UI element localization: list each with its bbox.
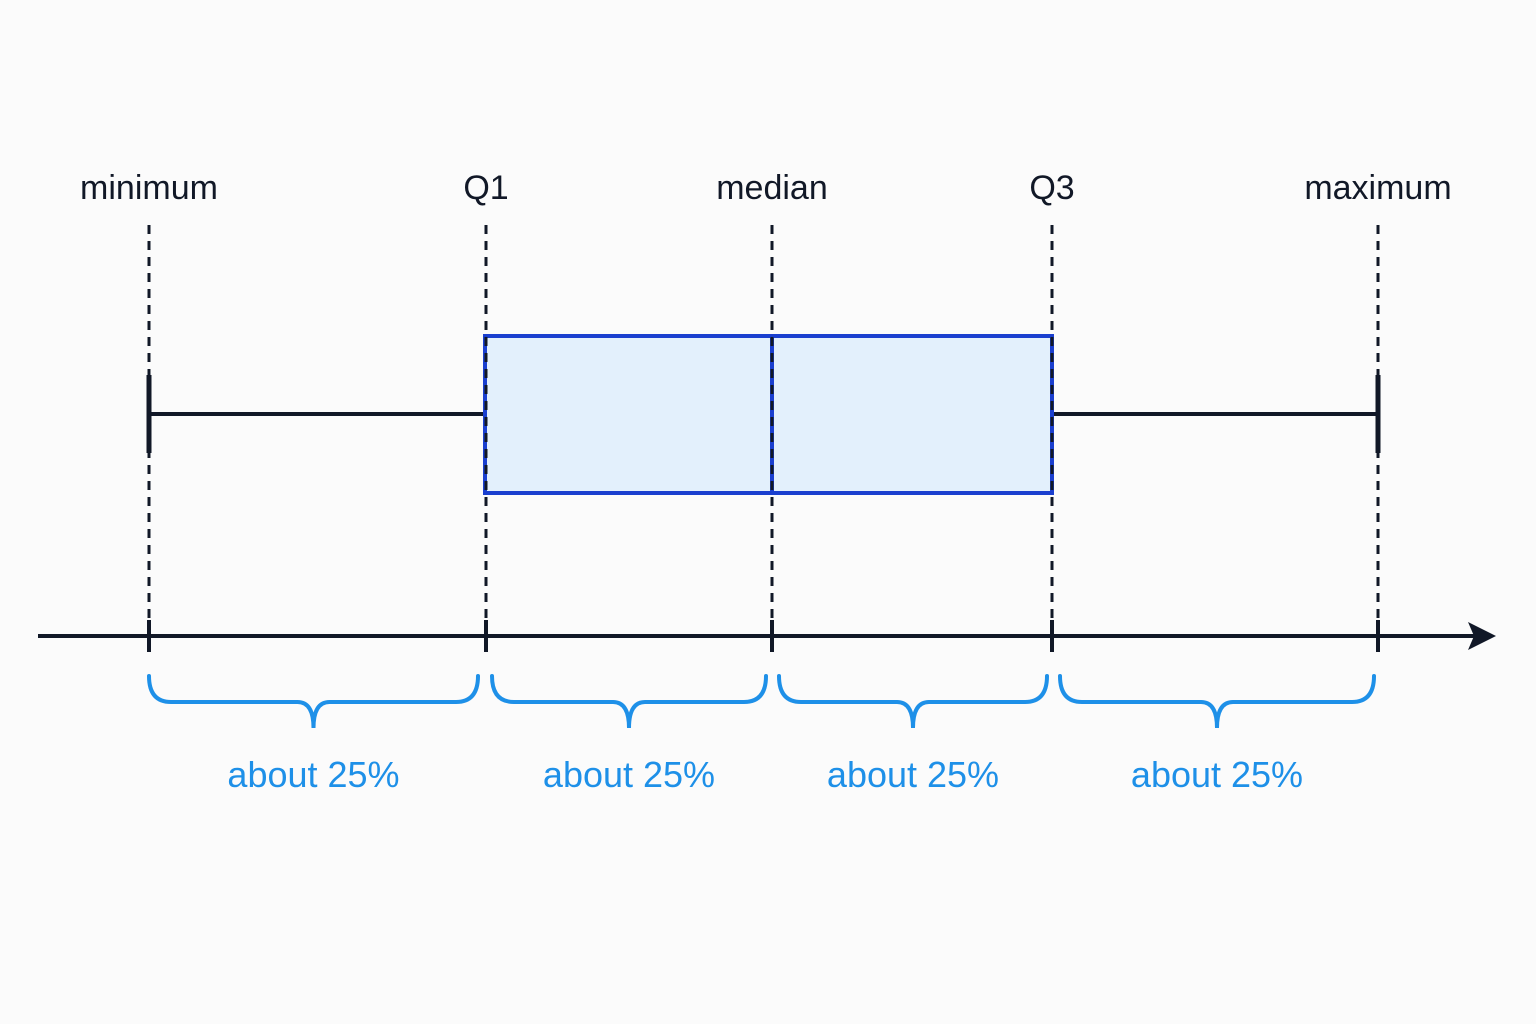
segment-label: about 25% [827, 754, 999, 795]
marker-label: maximum [1304, 169, 1451, 207]
segment-label: about 25% [227, 754, 399, 795]
brace [777, 674, 1049, 729]
marker-label: median [716, 169, 828, 207]
marker-label: minimum [80, 169, 218, 207]
box [483, 334, 1054, 495]
axis-arrow [1468, 622, 1496, 650]
marker-label: Q1 [463, 169, 508, 207]
brace [147, 674, 480, 729]
brace [1058, 674, 1376, 729]
segment-label: about 25% [1131, 754, 1303, 795]
marker-label: Q3 [1029, 169, 1074, 207]
brace [490, 674, 768, 729]
segment-label: about 25% [543, 754, 715, 795]
